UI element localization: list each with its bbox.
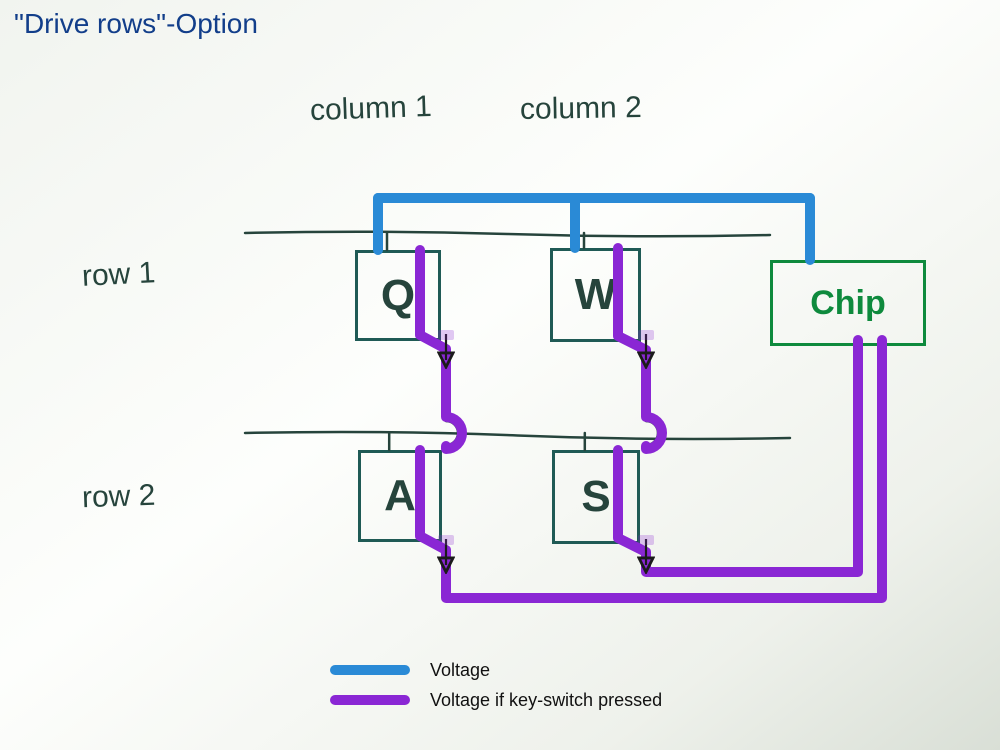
label-row-2: row 2 — [81, 479, 156, 516]
key-box-w: W — [550, 248, 641, 342]
key-letter-q: Q — [381, 274, 415, 318]
label-column-1: column 1 — [309, 90, 432, 128]
key-letter-a: A — [384, 474, 416, 518]
legend-swatch-voltage — [330, 665, 410, 675]
key-box-s: S — [552, 450, 640, 544]
legend-swatch-pressed — [330, 695, 410, 705]
legend-label-pressed: Voltage if key-switch pressed — [430, 690, 662, 711]
label-row-1: row 1 — [81, 256, 156, 294]
legend-label-voltage: Voltage — [430, 660, 490, 681]
diagram-stage: "Drive rows"-Option column 1 column 2 ro… — [0, 0, 1000, 750]
key-box-a: A — [358, 450, 442, 542]
diagram-title: "Drive rows"-Option — [14, 8, 258, 40]
label-column-2: column 2 — [520, 91, 642, 127]
chip-label: Chip — [810, 286, 886, 320]
key-box-q: Q — [355, 250, 441, 341]
key-letter-s: S — [581, 475, 610, 519]
paper-background — [0, 0, 1000, 750]
chip-box: Chip — [770, 260, 926, 346]
key-letter-w: W — [575, 273, 617, 317]
